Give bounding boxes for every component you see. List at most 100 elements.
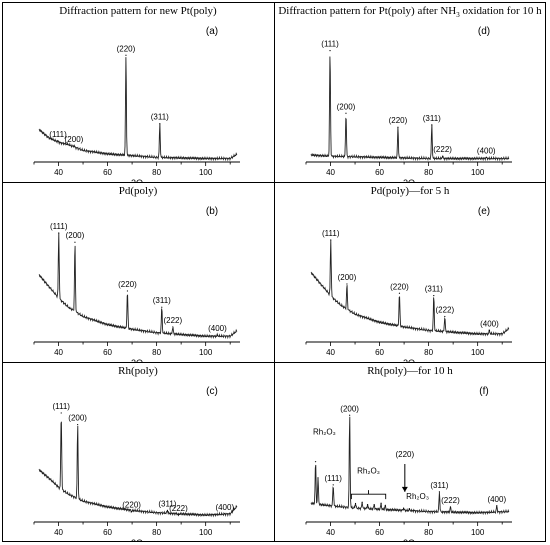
peak-point [330, 239, 332, 241]
peak-label: (111) [324, 474, 342, 483]
peak-label: (311) [425, 285, 443, 294]
arrow-label: (220) [395, 450, 414, 459]
peak-point [413, 509, 415, 511]
panel-e: Pd(poly)—for 5 h 40 60 80 100 2Θ (111) (200) (2… [274, 182, 546, 362]
peak-point [403, 507, 405, 509]
panel-c: Rh(poly) 40 60 80 100 2Θ (111) (200) (220) (311)… [2, 362, 274, 542]
column-divider [274, 2, 275, 542]
peak-label: (311) [158, 499, 176, 508]
x-tick-label: 100 [199, 528, 213, 537]
peak-label: (400) [487, 495, 506, 504]
x-tick-label: 40 [326, 168, 335, 177]
panel-f-chart: 40 60 80 100 2Θ Rh₂O₃ (111) (200) (311) (222) (400… [305, 386, 512, 542]
peak-label: (311) [151, 113, 169, 122]
panel-letter: (a) [206, 26, 218, 37]
panel-e-chart: 40 60 80 100 2Θ (111) (200) (220) (311) (222) (400… [305, 206, 512, 362]
x-tick-label: 60 [103, 528, 112, 537]
peak-point [397, 126, 399, 128]
frame-left [2, 2, 3, 542]
x-axis-label: 2Θ [403, 538, 415, 542]
x-tick-label: 60 [375, 348, 384, 357]
x-tick-label: 100 [471, 528, 485, 537]
peak-label: (111) [322, 229, 340, 238]
x-axis-label: 2Θ [131, 178, 143, 182]
panel-d-header: Diffraction pattern for Pt(poly) after N… [274, 2, 546, 20]
peak-label: (400) [215, 503, 234, 512]
peak-point [172, 326, 174, 328]
panel-d-header-tail: oxidation for 10 h [459, 5, 542, 17]
peak-label: (111) [52, 402, 70, 411]
panel-c-chart: 40 60 80 100 2Θ (111) (200) (220) (311)(222) (400… [33, 386, 240, 542]
peak-label: (200) [340, 404, 359, 413]
peak-label: (222) [435, 305, 454, 314]
panel-b-header: Pd(poly) [118, 185, 158, 197]
peak-point [125, 54, 127, 56]
peak-point [77, 423, 79, 426]
diffraction-trace [310, 239, 510, 337]
x-tick-label: 60 [103, 348, 112, 357]
x-tick-label: 60 [375, 168, 384, 177]
peak-label: (220) [122, 501, 141, 510]
peak-point [73, 145, 75, 147]
peak-point [329, 50, 331, 52]
peak-point [408, 508, 411, 510]
panel-e-header: Pd(poly)—for 5 h [370, 185, 450, 197]
panel-a-chart: 40 60 80 100 2Θ (111)(200) (220) (311) (a) [33, 26, 240, 182]
panel-letter: (b) [206, 206, 218, 217]
peak-label: (311) [153, 296, 171, 305]
x-tick-label: 100 [471, 348, 485, 357]
panel-b-chart: 40 60 80 100 2Θ (111)(200) (220) (311) (222) (400… [33, 206, 240, 362]
peak-point [314, 461, 317, 463]
peak-point [441, 155, 444, 157]
peak-label: (311) [423, 114, 441, 123]
peak-point [431, 124, 433, 126]
diffraction-trace [38, 421, 238, 518]
peak-point [366, 504, 369, 506]
peak-point [354, 502, 357, 505]
peak-point [216, 334, 219, 336]
peak-point [345, 112, 347, 114]
x-tick-label: 40 [326, 348, 335, 357]
x-tick-label: 80 [424, 168, 433, 177]
peak-point [58, 232, 60, 234]
peak-label: (222) [441, 496, 460, 505]
panel-letter: (f) [479, 386, 488, 397]
peak-point [126, 290, 129, 292]
peak-point [398, 292, 401, 294]
x-axis-label: 2Θ [403, 178, 415, 182]
panel-f: Rh(poly)—for 10 h 40 60 80 100 2Θ Rh₂O₃ (111) (… [274, 362, 546, 542]
peak-point [161, 306, 163, 308]
annotation-label: Rh₂O₃ [406, 492, 429, 501]
x-tick-label: 100 [471, 168, 485, 177]
peak-label: (220) [389, 116, 408, 125]
peak-point [384, 505, 386, 507]
peak-point [485, 156, 487, 158]
peak-point [380, 502, 382, 505]
bracket-label: Rh₂O₃ [357, 466, 380, 475]
peak-point [433, 295, 435, 297]
peak-point [224, 513, 226, 515]
peak-label: (200) [65, 135, 84, 144]
arrow-head [401, 486, 408, 492]
peak-label: (220) [390, 282, 409, 291]
x-tick-label: 40 [54, 348, 63, 357]
peak-point [373, 504, 375, 506]
peak-point [332, 484, 334, 486]
peak-point [177, 514, 180, 516]
x-tick-label: 100 [199, 168, 213, 177]
bracket-annotation [350, 490, 387, 500]
x-tick-label: 80 [152, 168, 161, 177]
x-tick-label: 80 [152, 348, 161, 357]
x-axis-label: 2Θ [131, 538, 143, 542]
peak-label: (200) [337, 102, 356, 111]
peak-point [488, 329, 491, 331]
panel-f-header: Rh(poly)—for 10 h [367, 365, 453, 377]
diffraction-trace [38, 57, 238, 162]
peak-label: (111) [321, 40, 339, 49]
x-tick-label: 80 [424, 348, 433, 357]
x-axis-label: 2Θ [131, 358, 143, 362]
peak-point [159, 123, 161, 125]
panel-letter: (d) [478, 26, 490, 37]
peak-point [361, 501, 363, 503]
